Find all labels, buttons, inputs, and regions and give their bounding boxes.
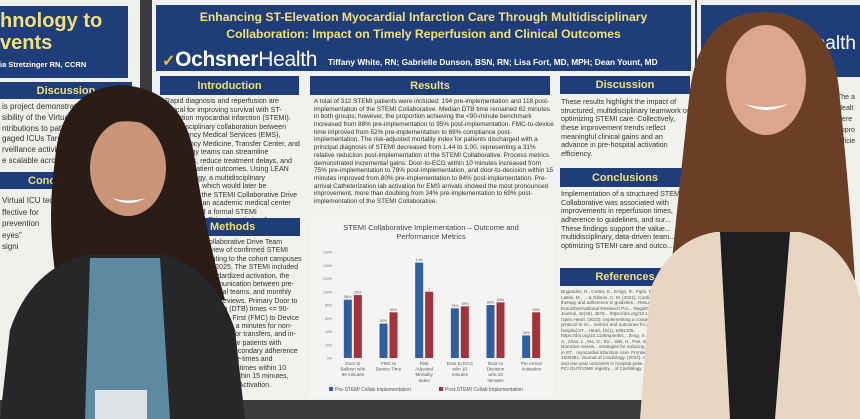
conclusions-header: Conclusions: [560, 168, 690, 187]
text-line: The a: [837, 94, 855, 101]
y-tick-label: 100%: [323, 290, 332, 294]
right-poster-text: The a Healt were appro efficie: [837, 92, 855, 147]
text-line: ffective for: [2, 207, 39, 217]
text-line: were: [837, 116, 853, 123]
left-discussion-text: is project demonstrated sibility of the V…: [2, 102, 87, 167]
bar-pre: [486, 305, 495, 358]
discussion-header: Discussion: [560, 76, 690, 94]
left-poster-author: ia Stretzinger RN, CCRN: [0, 60, 87, 69]
x-tick-label: Pre Arrival Activation: [521, 361, 542, 372]
bar-pre: [343, 299, 352, 358]
data-label: 52%: [380, 319, 387, 323]
x-tick-label: Door to Decision w/in 15 minutes: [487, 361, 505, 383]
x-tick-label: Door to ECG w/in 10 minutes: [447, 361, 474, 377]
text-line: rveillance activities: [2, 145, 69, 155]
data-label: 80%: [487, 301, 494, 305]
bar-post: [532, 312, 541, 358]
y-tick-label: 40%: [325, 330, 332, 334]
main-poster: Enhancing ST-Elevation Myocardial Infarc…: [152, 0, 695, 400]
text-line: efficie: [837, 138, 856, 145]
left-poster-title: hnology to: [0, 10, 103, 32]
data-label: 1.44: [416, 258, 423, 262]
results-text: A total of 312 STEMI patients were inclu…: [314, 98, 554, 205]
y-tick-label: 120%: [323, 277, 332, 281]
bar-post: [425, 291, 434, 358]
data-label: 69%: [533, 308, 540, 312]
y-tick-label: 20%: [325, 343, 332, 347]
bar-post: [353, 295, 362, 358]
logo-text: Health: [258, 48, 318, 71]
data-label: 95%: [354, 291, 361, 295]
data-label: 78%: [461, 302, 468, 306]
text-line: appro: [837, 127, 855, 134]
x-tick-label: Risk Adjusted Mortality Index: [415, 361, 433, 383]
text-line: is project demonstrated: [2, 102, 86, 111]
y-tick-label: 60%: [325, 317, 332, 321]
legend-swatch: [439, 387, 443, 391]
text-line: sibility of the Virtual ICU: [2, 112, 87, 122]
text-line: Healt: [837, 105, 854, 112]
legend-swatch: [329, 387, 333, 391]
x-tick-label: Door to Balloon w/in 90 minutes: [340, 361, 365, 377]
bar-post: [460, 306, 469, 358]
poster-authors: Tiffany White, RN; Gabrielle Dunson, BSN…: [328, 57, 658, 67]
text-line: signi: [2, 242, 19, 251]
data-label: 84%: [497, 298, 504, 302]
legend-label: Post-STEMI Collab Implementation: [445, 387, 523, 393]
data-label: 34%: [523, 331, 530, 335]
x-tick-label: FMC to Device Time: [376, 361, 402, 372]
bar-pre: [450, 308, 459, 358]
results-chart: STEMI Collaborative Implementation – Out…: [309, 220, 554, 398]
left-poster-header: hnology to vents ia Stretzinger RN, CCRN: [0, 6, 128, 78]
logo-text: Ochsner: [175, 48, 259, 71]
right-person: [640, 12, 860, 419]
title-banner: Enhancing ST-Elevation Myocardial Infarc…: [156, 5, 691, 71]
y-tick-label: 0%: [327, 357, 332, 361]
discussion-text: These results highlight the impact of st…: [561, 97, 691, 158]
ochsner-logo: ✓OchsnerHealth: [162, 48, 318, 71]
bar-pre: [522, 335, 531, 358]
left-person: [0, 85, 245, 419]
chart-title: STEMI Collaborative Implementation – Out…: [343, 223, 519, 241]
y-tick-label: 140%: [323, 264, 332, 268]
legend-label: Pre-STEMI Collab Implementation: [335, 387, 411, 393]
references-text: Bugiardini, R., Cenko, E., Errigo, R., P…: [561, 289, 691, 371]
text-line: Virtual ICU tech: [2, 196, 58, 205]
data-label: 88%: [344, 295, 351, 299]
text-line: ntributions to patient: [2, 123, 75, 133]
text-line: prevention: [2, 219, 40, 228]
text-line: e scalable across: [2, 155, 64, 165]
poster-title: Enhancing ST-Elevation Myocardial Infarc…: [199, 10, 648, 41]
data-label: 1: [428, 287, 430, 291]
y-tick-label: 80%: [325, 304, 332, 308]
introduction-header: Introduction: [160, 76, 299, 95]
left-poster-title: vents: [0, 32, 53, 54]
bar-post: [389, 312, 398, 358]
bar-pre: [415, 262, 424, 358]
data-label: 69%: [390, 308, 397, 312]
text-line: gaged ICUs Target: [2, 134, 69, 144]
conclusions-text: Implementation of a structured STEMI Col…: [561, 189, 683, 250]
left-conclusion-text: Virtual ICU tech ffective for prevention ey…: [2, 195, 58, 253]
text-line: eyes": [2, 230, 22, 240]
methods-header: Methods: [202, 218, 300, 236]
data-label: 75%: [451, 304, 458, 308]
methods-text: Collaborative Drive Team review of confi…: [204, 239, 302, 389]
y-tick-label: 160%: [323, 251, 332, 255]
bar-pre: [379, 323, 388, 358]
results-header: Results: [310, 76, 550, 95]
bar-post: [496, 302, 505, 358]
